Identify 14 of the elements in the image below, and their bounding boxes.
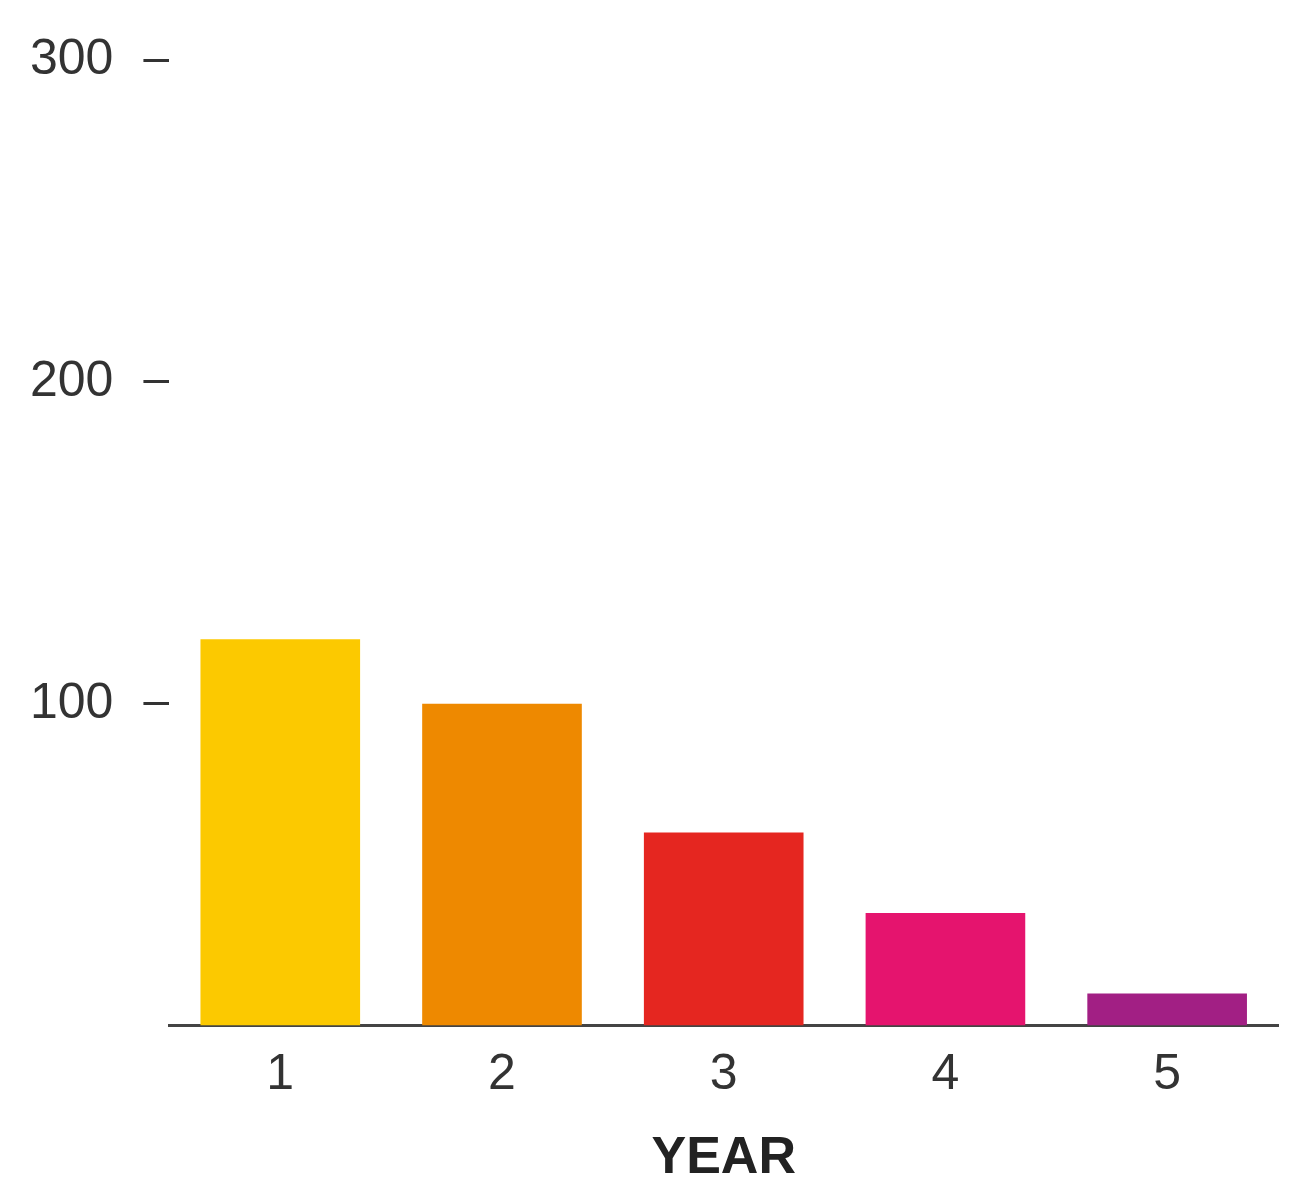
bar [200, 639, 361, 1026]
x-tick-label: 2 [488, 1044, 516, 1101]
y-tick-label: 200 [29, 350, 114, 407]
y-tick-label: 100 [29, 672, 114, 729]
x-tick-label: 3 [709, 1044, 738, 1101]
x-tick-label: 1 [266, 1044, 295, 1101]
x-axis-title: YEAR [651, 1126, 796, 1185]
x-tick-label: 5 [1153, 1044, 1182, 1101]
bar [865, 912, 1026, 1026]
bar [422, 703, 582, 1026]
bar [643, 832, 804, 1026]
bar [1087, 993, 1247, 1026]
x-tick-label: 4 [931, 1044, 960, 1101]
y-tick-label: 300 [29, 28, 114, 85]
